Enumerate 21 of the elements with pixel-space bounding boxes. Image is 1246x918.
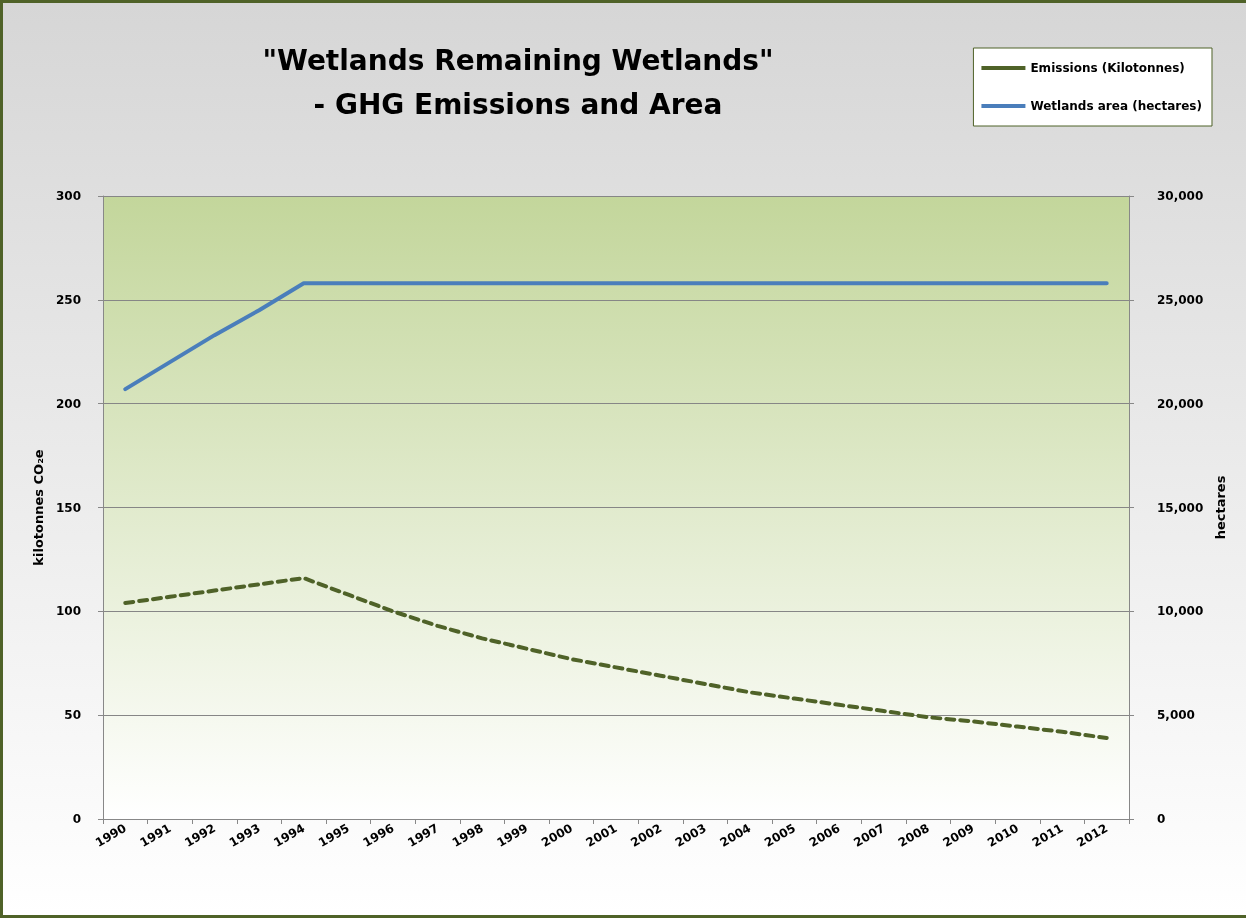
y-axis-title: kilotonnes CO₂e	[31, 449, 46, 566]
y-tick-label: 100	[55, 604, 81, 619]
y-tick-label: 0	[72, 812, 81, 826]
y-tick-label: 300	[55, 189, 81, 203]
legend-label: Emissions (Kilotonnes)	[1030, 61, 1185, 75]
y2-tick-label: 15,000	[1157, 500, 1204, 515]
y-tick-label: 150	[55, 500, 81, 515]
y2-axis-title: hectares	[1213, 475, 1229, 540]
y2-tick-label: 20,000	[1157, 396, 1204, 411]
y-tick-label: 50	[64, 708, 81, 723]
y2-tick-label: 25,000	[1157, 292, 1204, 307]
line-series	[123, 576, 1109, 741]
y-tick-label: 200	[55, 396, 81, 411]
line-series	[123, 281, 1109, 392]
y2-tick-label: 0	[1157, 812, 1166, 826]
y2-tick-label: 30,000	[1157, 189, 1204, 203]
y-tick-label: 250	[55, 292, 81, 307]
legend-label: Wetlands area (hectares)	[1030, 99, 1202, 113]
chart-title: "Wetlands Remaining Wetlands" - GHG Emissions and Area	[262, 43, 774, 121]
y2-tick-label: 10,000	[1157, 604, 1204, 619]
y2-tick-label: 5,000	[1157, 708, 1195, 723]
